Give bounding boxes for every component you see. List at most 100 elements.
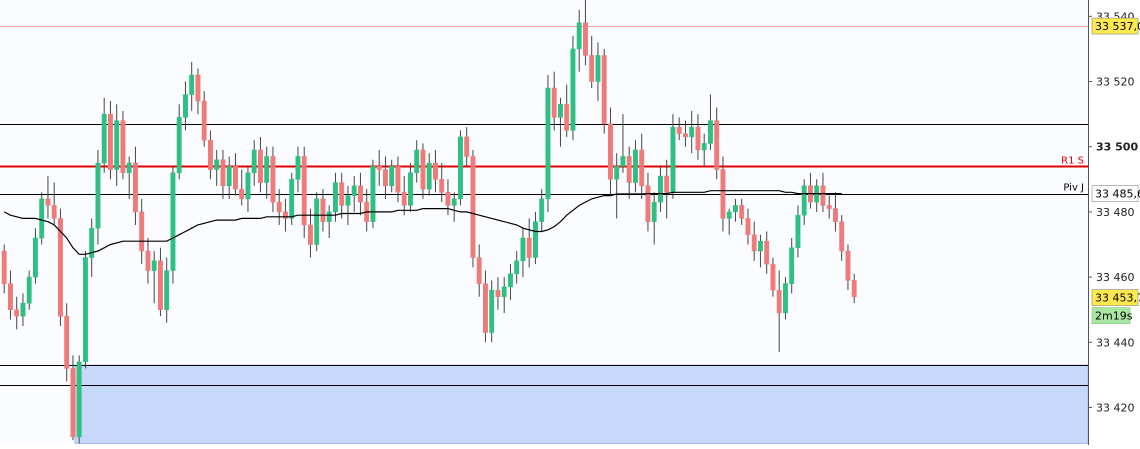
candle (645, 172, 651, 232)
price-axis-background (1088, 0, 1140, 445)
candle-body (95, 162, 101, 229)
candle-body (89, 227, 95, 258)
price-badge: 33 485,6 (1091, 185, 1140, 202)
price-badge-label: 33 453,7 (1095, 292, 1140, 305)
price-badge: 33 537,0 (1091, 17, 1140, 35)
candle (39, 192, 45, 245)
candle-body (658, 175, 663, 203)
candle-body (220, 159, 226, 187)
candle-body (326, 211, 332, 222)
candle (83, 251, 88, 369)
candle (308, 208, 313, 258)
candle-body (676, 126, 682, 134)
candle (351, 176, 357, 212)
candle (26, 270, 32, 310)
candle-body (270, 156, 276, 203)
candle (401, 176, 407, 216)
candle (345, 185, 351, 225)
candle-body (33, 237, 38, 278)
candle (651, 192, 657, 245)
candle (189, 61, 195, 111)
candle (408, 163, 413, 212)
candle-body (289, 179, 295, 219)
candle-body (339, 182, 345, 206)
candle (464, 127, 470, 167)
candle-body (589, 55, 595, 82)
candle (95, 149, 101, 245)
candle-body (839, 221, 845, 252)
candle-body (176, 117, 182, 174)
candle (826, 195, 832, 219)
candle-body (258, 149, 263, 183)
candle-body (214, 159, 220, 170)
candle-body (489, 289, 495, 333)
candle (158, 247, 163, 317)
candle-body (133, 162, 138, 213)
candle-body (695, 126, 701, 151)
candle-body (501, 286, 507, 297)
candle (583, 0, 588, 66)
candle (551, 71, 557, 131)
candle (426, 153, 432, 196)
candle (601, 48, 607, 134)
candle (539, 189, 545, 232)
candle (339, 172, 345, 219)
candle (639, 133, 645, 199)
candle-body (651, 201, 657, 222)
candle-body (464, 136, 470, 157)
candle (270, 146, 276, 212)
y-tick-label: 33 460 (1096, 271, 1135, 284)
candle-body (483, 283, 488, 333)
candle-body (408, 172, 413, 206)
candle (8, 270, 13, 320)
candle (676, 117, 682, 141)
candle (283, 198, 288, 232)
candle (820, 172, 826, 212)
candle-body (851, 280, 857, 297)
candle (176, 104, 182, 180)
candle-body (639, 149, 645, 187)
price-badge-label: 33 537,0 (1095, 20, 1140, 33)
candle (476, 244, 482, 297)
candle-body (45, 198, 51, 206)
price-badge: 33 453,7 (1091, 289, 1140, 306)
candle (183, 81, 188, 131)
countdown-label: 2m19s (1095, 310, 1133, 323)
candle (251, 140, 257, 186)
candle-body (526, 237, 532, 258)
candle-body (283, 211, 288, 219)
candle-body (545, 87, 551, 200)
candle (214, 149, 220, 186)
candle-body (645, 185, 651, 222)
candle (358, 172, 363, 216)
candle (839, 215, 845, 261)
candle-body (414, 149, 420, 174)
candle (658, 166, 663, 212)
candle-body (476, 257, 482, 284)
candle (58, 208, 63, 327)
candle (433, 149, 438, 193)
candle (470, 149, 476, 268)
candle (101, 97, 107, 173)
candle-body (626, 156, 632, 183)
candle-body (358, 185, 363, 203)
candle-body (20, 302, 26, 317)
price-badge-bg (1091, 289, 1139, 306)
candle-body (139, 211, 145, 252)
candle (145, 237, 151, 284)
candle (564, 84, 570, 137)
candle-body (58, 218, 63, 317)
candle-body (70, 368, 76, 438)
candle-body (564, 104, 570, 131)
candle-body (151, 260, 157, 271)
candle (395, 156, 401, 203)
candle (570, 35, 576, 141)
y-tick-label: 33 480 (1096, 206, 1135, 219)
candle (501, 277, 507, 313)
candle-body (470, 156, 476, 258)
candle (233, 153, 238, 196)
candle-body (508, 273, 513, 288)
